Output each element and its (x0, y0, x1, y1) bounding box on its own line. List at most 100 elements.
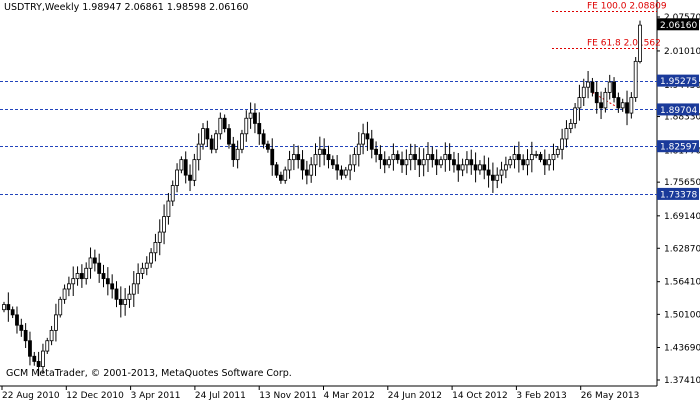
candle (490, 162, 495, 193)
candle (170, 180, 175, 207)
candle-body (188, 174, 192, 181)
candle (378, 145, 383, 169)
candle-body (218, 117, 223, 135)
candle-body (447, 154, 452, 161)
candle-body (101, 273, 106, 280)
candle (525, 149, 530, 176)
candle-body (157, 231, 162, 243)
current-price-label-text: 2.06160 (660, 21, 697, 31)
candle-body (616, 97, 621, 109)
candle-body (92, 257, 97, 264)
candle-body (573, 107, 578, 124)
candle (426, 142, 430, 173)
candles (2, 20, 642, 377)
candle-body (227, 128, 231, 145)
candle-body (387, 159, 391, 166)
candle-body (551, 154, 556, 161)
candle (551, 143, 556, 171)
candle (478, 160, 482, 175)
candle-body (131, 283, 136, 295)
candle-body (400, 159, 404, 166)
candle (326, 145, 331, 169)
candle (555, 146, 560, 158)
candle (140, 262, 145, 280)
candle (382, 151, 387, 174)
candle (278, 171, 283, 184)
candle-body (313, 154, 318, 166)
candle-body (41, 350, 45, 367)
candle (19, 318, 24, 337)
x-tick-label: 14 Oct 2012 (452, 391, 508, 401)
candle-body (244, 117, 249, 135)
candle-body (521, 159, 526, 166)
candle (460, 158, 465, 177)
candle-body (300, 159, 305, 171)
candle-body (248, 112, 253, 119)
candle (417, 147, 422, 178)
candle (205, 120, 210, 147)
candle (41, 343, 45, 374)
x-tick-label: 24 Jun 2012 (388, 391, 442, 401)
candle (607, 74, 612, 100)
candle-body (149, 252, 154, 264)
candle-body (123, 298, 128, 305)
x-tick-label: 22 Aug 2010 (2, 391, 60, 401)
candle-body (330, 159, 335, 166)
price-labels: 1.95275 1.89704 1.82597 1.73378 2.06160 (657, 18, 699, 200)
candle (71, 266, 76, 296)
candle (188, 164, 192, 192)
candle-body (499, 169, 504, 176)
candle (322, 138, 327, 166)
x-tick-label: 4 Mar 2012 (324, 391, 375, 401)
candle-body (369, 138, 374, 150)
time-axis: 22 Aug 2010 12 Dec 2010 3 Apr 2011 24 Jul 2… (1, 386, 639, 401)
candle (568, 118, 573, 134)
candle (317, 136, 322, 168)
candle (361, 123, 366, 155)
y-tick-label: 1.43690 (664, 344, 700, 354)
candle (105, 267, 110, 296)
x-tick-label: 3 Apr 2011 (131, 391, 181, 401)
candle-body (508, 159, 513, 166)
candle (612, 77, 616, 103)
candle-body (538, 154, 543, 161)
candle (309, 157, 314, 183)
candle (266, 140, 270, 153)
level-price-label-box (657, 140, 699, 153)
candle-body (296, 154, 301, 161)
candle (84, 262, 89, 285)
candle (227, 124, 231, 149)
y-tick-label: 1.50100 (664, 310, 700, 320)
x-tick-label: 12 Dec 2010 (66, 391, 124, 401)
candle (499, 161, 504, 184)
candle (348, 154, 353, 181)
candle (439, 156, 443, 169)
candle-body (590, 81, 595, 93)
candle (66, 276, 71, 297)
candle-body (28, 340, 32, 357)
candle (374, 141, 378, 163)
candle (131, 271, 136, 307)
candle (503, 156, 508, 179)
candle-body (266, 143, 270, 150)
candle-body (62, 288, 67, 300)
candle-body (32, 355, 37, 362)
candle (629, 92, 634, 119)
level-price-label-box (657, 74, 699, 87)
candle (469, 149, 474, 175)
candle-body (84, 267, 89, 280)
candle (538, 151, 543, 163)
candle-body (326, 154, 331, 161)
candle-body (339, 169, 344, 176)
candle-body (36, 361, 41, 367)
candle (421, 148, 426, 177)
candle-body (555, 148, 560, 155)
candle (270, 138, 275, 176)
candle-body (49, 329, 54, 342)
candle-body (568, 123, 573, 130)
candle-body (110, 283, 115, 290)
candle (10, 306, 15, 319)
candle-body (547, 159, 552, 166)
candle (564, 120, 569, 148)
